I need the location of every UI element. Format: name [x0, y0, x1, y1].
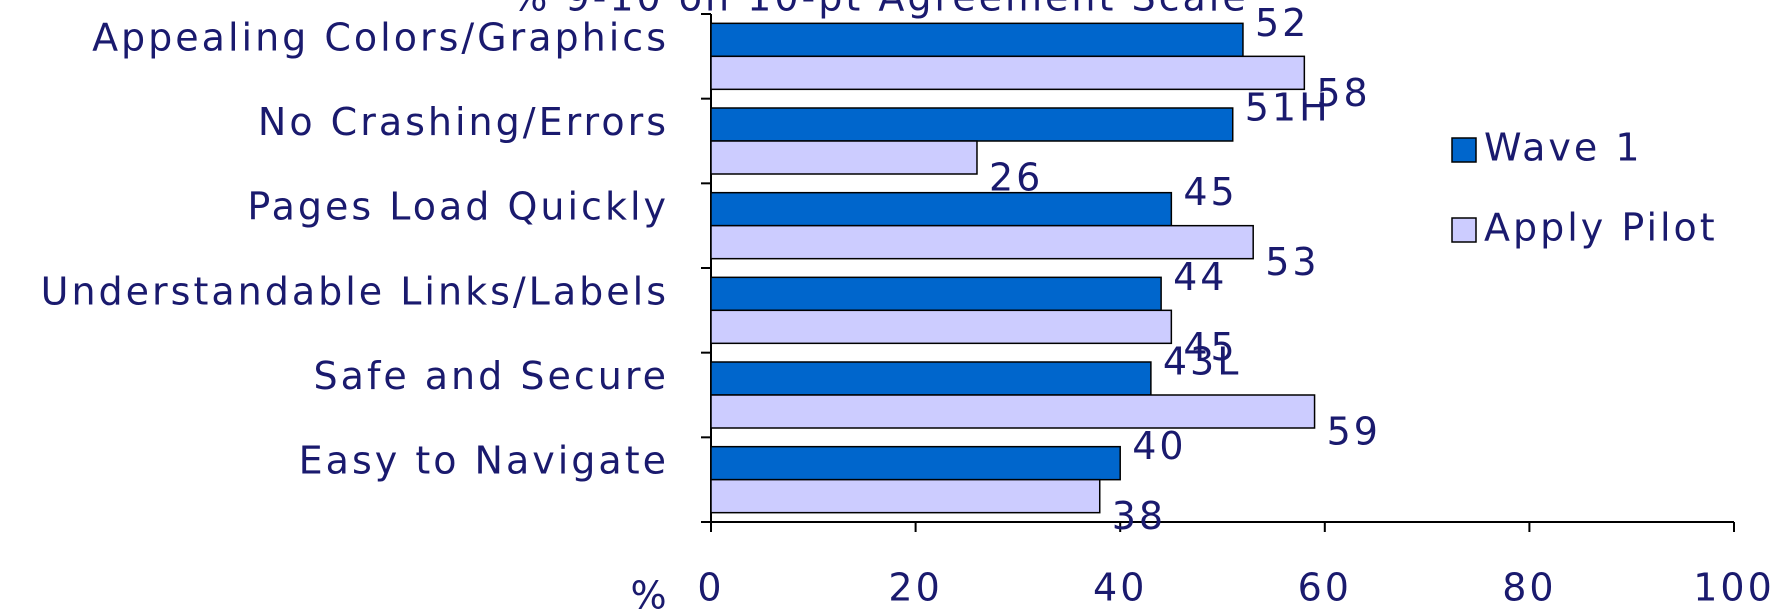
legend-swatch — [1451, 137, 1477, 163]
y-tick-label: Safe and Secure — [314, 354, 669, 398]
x-tick-label: 0 — [697, 566, 724, 610]
bar — [710, 22, 1244, 58]
legend-label: Apply Pilot — [1484, 206, 1718, 250]
data-label: 45 — [1183, 325, 1237, 369]
data-label: 40 — [1132, 424, 1186, 468]
data-label: 53 — [1265, 240, 1319, 284]
legend-label: Wave 1 — [1484, 126, 1643, 170]
data-label: 58 — [1316, 71, 1370, 115]
y-tick-label: Pages Load Quickly — [247, 185, 669, 229]
bar — [710, 224, 1254, 260]
x-tick-label: 40 — [1093, 566, 1147, 610]
bar — [710, 55, 1306, 91]
bar — [710, 276, 1162, 312]
bar — [710, 394, 1316, 429]
data-label: 52 — [1255, 1, 1309, 45]
legend-swatch — [1451, 217, 1477, 243]
y-tick-label: Easy to Navigate — [299, 439, 669, 483]
bar — [710, 107, 1234, 142]
bar — [710, 478, 1101, 514]
data-label: 59 — [1327, 410, 1381, 454]
bar — [710, 361, 1152, 396]
x-tick-label: 20 — [888, 566, 942, 610]
y-tick-label: No Crashing/Errors — [258, 100, 669, 144]
bar — [710, 140, 978, 175]
data-label: 43L — [1163, 340, 1242, 384]
bar — [710, 445, 1121, 481]
chart-title: % 9-10 on 10-pt Agreement Scale — [511, 0, 1248, 20]
x-tick-label: 60 — [1298, 566, 1352, 610]
data-label: 45 — [1183, 170, 1237, 214]
x-axis-label: % — [630, 574, 669, 612]
y-tick-label: Appealing Colors/Graphics — [92, 15, 669, 59]
x-tick-label: 80 — [1502, 566, 1556, 610]
bar — [710, 191, 1173, 227]
data-label: 51H — [1245, 86, 1331, 130]
data-label: 38 — [1112, 494, 1166, 538]
data-label: 44 — [1173, 255, 1227, 299]
y-tick-label: Understandable Links/Labels — [41, 269, 669, 313]
x-tick-label: 100 — [1693, 566, 1775, 610]
bar — [710, 309, 1173, 345]
